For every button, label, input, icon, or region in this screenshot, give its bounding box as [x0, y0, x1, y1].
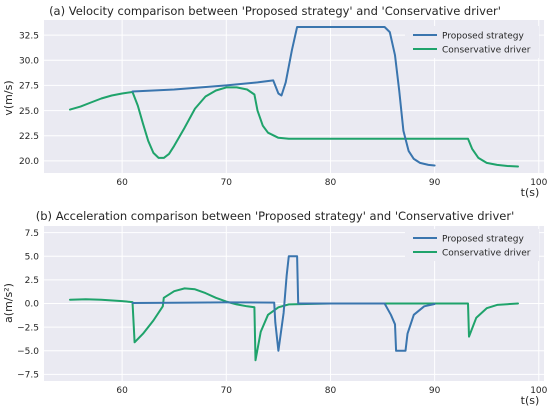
velocity-chart: 60 70 80 90 100 20.0 22.5 25.0 27.5 30.0 32.5 (a) …: [2, 4, 548, 199]
velocity-legend: Proposed strategy Conservative driver: [405, 26, 539, 58]
velocity-y-axis-label: v(m/s): [2, 80, 15, 115]
velocity-legend-box: [405, 26, 539, 58]
acceleration-chart-title: (b) Acceleration comparison between 'Pro…: [36, 209, 514, 223]
velocity-y-tick-label: 27.5: [19, 82, 39, 92]
acceleration-x-tick-label: 90: [429, 386, 441, 396]
acceleration-x-axis-label: t(s): [521, 394, 540, 407]
velocity-y-tick-label: 20.0: [19, 157, 39, 167]
velocity-x-axis-label: t(s): [521, 186, 540, 199]
velocity-y-tick-label: 32.5: [19, 31, 39, 41]
acceleration-x-tick-label: 80: [325, 386, 337, 396]
velocity-y-tick-label: 30.0: [19, 56, 39, 66]
velocity-chart-title: (a) Velocity comparison between 'Propose…: [49, 4, 501, 18]
acceleration-legend: Proposed strategy Conservative driver: [405, 229, 539, 261]
acceleration-series-proposed-line: [131, 255, 436, 352]
acceleration-y-tick-label: 0.0: [25, 300, 40, 310]
acceleration-y-tick-label: −7.5: [17, 371, 39, 381]
acceleration-x-tick-label: 70: [221, 386, 233, 396]
velocity-legend-label-proposed: Proposed strategy: [442, 32, 525, 42]
acceleration-y-tick-label: 5.0: [25, 252, 40, 262]
acceleration-legend-box: [405, 229, 539, 261]
acceleration-x-tick-label: 100: [530, 386, 547, 396]
acceleration-y-tick-label: 7.5: [25, 229, 39, 239]
velocity-series-conservative-line: [69, 86, 519, 168]
velocity-y-tick-label: 22.5: [19, 132, 39, 142]
velocity-y-tick-label: 25.0: [19, 107, 39, 117]
acceleration-y-tick-label: −2.5: [17, 323, 39, 333]
acceleration-chart: 60 70 80 90 100 −7.5 −5.0 −2.5 0.0 2.5 5.0 7.5 (b) …: [2, 209, 548, 407]
velocity-x-tick-label: 80: [325, 178, 337, 188]
velocity-legend-label-conservative: Conservative driver: [442, 46, 531, 56]
acceleration-y-tick-label: 2.5: [25, 276, 39, 286]
velocity-x-tick-label: 100: [530, 178, 547, 188]
acceleration-y-tick-label: −5.0: [17, 347, 39, 357]
velocity-series-proposed-line: [131, 26, 436, 167]
acceleration-x-tick-label: 60: [116, 386, 128, 396]
velocity-x-tick-label: 70: [221, 178, 233, 188]
acceleration-y-axis-label: a(m/s²): [2, 283, 15, 323]
velocity-x-tick-label: 90: [429, 178, 441, 188]
velocity-x-tick-label: 60: [116, 178, 128, 188]
acceleration-legend-label-proposed: Proposed strategy: [442, 235, 525, 245]
acceleration-legend-label-conservative: Conservative driver: [442, 249, 531, 259]
